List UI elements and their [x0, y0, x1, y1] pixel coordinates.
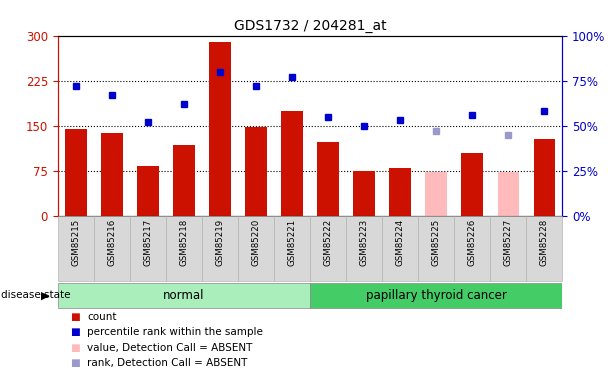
- Bar: [238, 216, 274, 281]
- Text: GSM85220: GSM85220: [252, 219, 260, 266]
- Bar: [454, 216, 490, 281]
- Text: GSM85227: GSM85227: [504, 219, 513, 266]
- Text: GSM85221: GSM85221: [288, 219, 297, 266]
- Text: value, Detection Call = ABSENT: value, Detection Call = ABSENT: [87, 343, 252, 352]
- Bar: [282, 111, 303, 216]
- Text: ▶: ▶: [41, 290, 50, 300]
- Bar: [274, 216, 310, 281]
- Text: GSM85228: GSM85228: [540, 219, 549, 266]
- Text: ■: ■: [70, 327, 80, 337]
- Bar: [497, 172, 519, 216]
- Text: GSM85225: GSM85225: [432, 219, 441, 266]
- Bar: [346, 216, 382, 281]
- Bar: [137, 166, 159, 216]
- Bar: [527, 216, 562, 281]
- Bar: [490, 216, 527, 281]
- Bar: [130, 216, 166, 281]
- Text: GSM85216: GSM85216: [108, 219, 116, 266]
- Bar: [310, 216, 346, 281]
- Text: GSM85224: GSM85224: [396, 219, 405, 266]
- Text: disease state: disease state: [1, 290, 70, 300]
- Bar: [418, 216, 454, 281]
- Text: GSM85215: GSM85215: [71, 219, 80, 266]
- Bar: [382, 216, 418, 281]
- Bar: [166, 216, 202, 281]
- Title: GDS1732 / 204281_at: GDS1732 / 204281_at: [233, 19, 387, 33]
- Bar: [461, 153, 483, 216]
- Bar: [317, 142, 339, 216]
- Text: GSM85217: GSM85217: [143, 219, 153, 266]
- Text: count: count: [87, 312, 117, 322]
- Bar: [202, 216, 238, 281]
- Text: papillary thyroid cancer: papillary thyroid cancer: [366, 289, 506, 302]
- Text: normal: normal: [163, 289, 205, 302]
- Text: GSM85226: GSM85226: [468, 219, 477, 266]
- Bar: [58, 283, 310, 308]
- Text: GSM85218: GSM85218: [179, 219, 188, 266]
- Bar: [101, 133, 123, 216]
- Bar: [209, 42, 231, 216]
- Text: GSM85219: GSM85219: [215, 219, 224, 266]
- Text: ■: ■: [70, 358, 80, 368]
- Bar: [173, 145, 195, 216]
- Text: GSM85222: GSM85222: [323, 219, 333, 266]
- Bar: [94, 216, 130, 281]
- Bar: [389, 168, 411, 216]
- Bar: [58, 216, 94, 281]
- Text: percentile rank within the sample: percentile rank within the sample: [87, 327, 263, 337]
- Bar: [245, 128, 267, 216]
- Bar: [534, 139, 555, 216]
- Text: ■: ■: [70, 312, 80, 322]
- Bar: [65, 129, 86, 216]
- Text: GSM85223: GSM85223: [360, 219, 368, 266]
- Text: rank, Detection Call = ABSENT: rank, Detection Call = ABSENT: [87, 358, 247, 368]
- Bar: [310, 283, 562, 308]
- Bar: [353, 171, 375, 216]
- Bar: [426, 172, 447, 216]
- Text: ■: ■: [70, 343, 80, 352]
